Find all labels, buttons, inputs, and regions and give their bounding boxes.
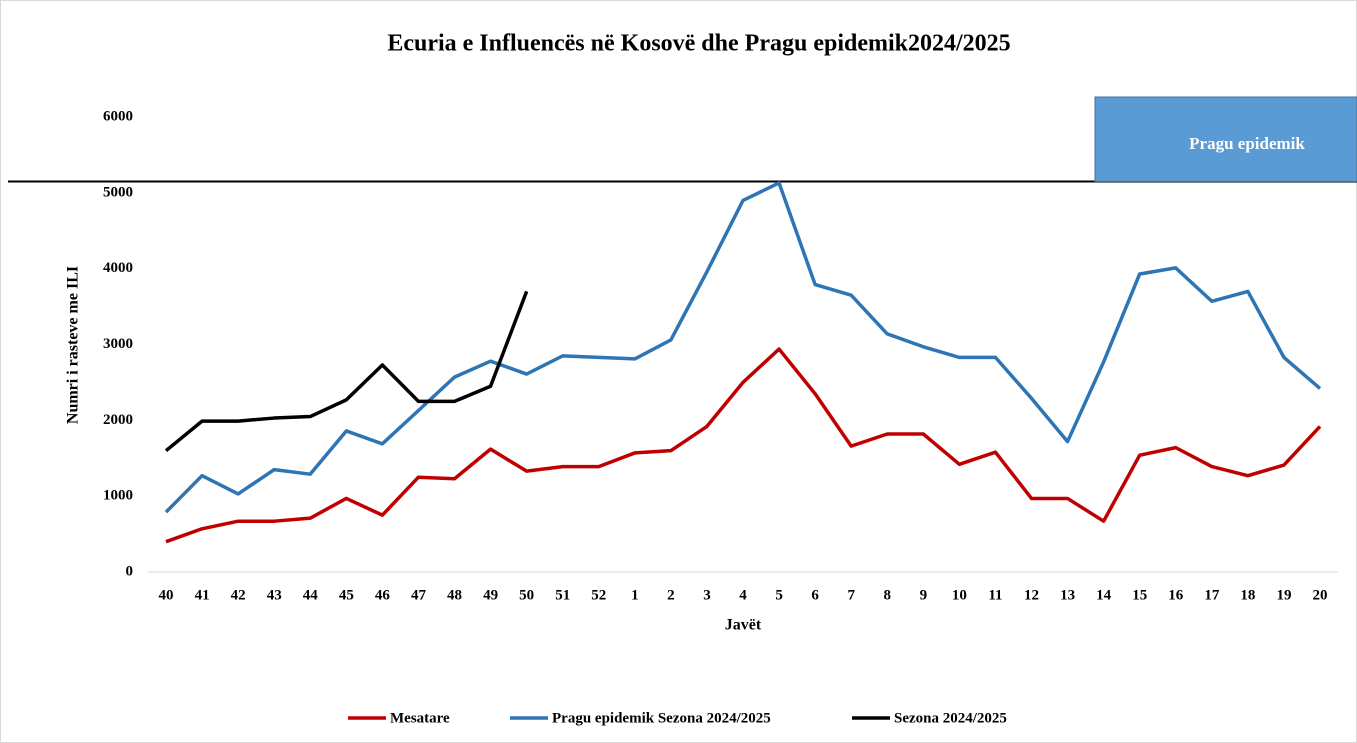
legend-label: Sezona 2024/2025 — [894, 710, 1007, 726]
x-tick-label: 3 — [703, 587, 711, 603]
x-tick-label: 10 — [952, 587, 967, 603]
x-tick-label: 8 — [884, 587, 892, 603]
series-line — [164, 181, 1322, 514]
x-tick-label: 20 — [1313, 587, 1328, 603]
y-tick-label: 5000 — [103, 184, 133, 200]
threshold-box — [1094, 96, 1357, 182]
x-tick-label: 45 — [339, 587, 354, 603]
x-tick-label: 48 — [447, 587, 462, 603]
x-tick-label: 51 — [555, 587, 570, 603]
x-tick-label: 2 — [667, 587, 675, 603]
x-tick-label: 44 — [303, 587, 319, 603]
x-tick-label: 52 — [591, 587, 606, 603]
x-tick-label: 9 — [920, 587, 928, 603]
x-tick-label: 5 — [775, 587, 783, 603]
y-tick-label: 3000 — [103, 336, 133, 352]
x-axis-label: Javët — [725, 617, 762, 634]
x-tick-label: 11 — [988, 587, 1002, 603]
x-tick-label: 16 — [1168, 587, 1184, 603]
x-tick-label: 15 — [1132, 587, 1147, 603]
x-tick-label: 42 — [231, 587, 246, 603]
series-line — [165, 347, 1322, 544]
y-tick-label: 6000 — [103, 108, 133, 124]
x-tick-label: 40 — [159, 587, 174, 603]
x-tick-label: 1 — [631, 587, 639, 603]
x-tick-label: 19 — [1276, 587, 1291, 603]
x-tick-label: 50 — [519, 587, 534, 603]
x-tick-label: 7 — [847, 587, 855, 603]
x-tick-label: 6 — [811, 587, 819, 603]
legend-label: Pragu epidemik Sezona 2024/2025 — [552, 710, 771, 726]
y-tick-label: 4000 — [103, 260, 133, 276]
threshold-label: Pragu epidemik — [1189, 134, 1305, 153]
legend-label: Mesatare — [390, 710, 450, 726]
x-tick-label: 49 — [483, 587, 498, 603]
x-tick-label: 13 — [1060, 587, 1075, 603]
chart-title: Ecuria e Influencës në Kosovë dhe Pragu … — [387, 31, 1010, 57]
y-tick-label: 1000 — [103, 488, 133, 504]
x-tick-label: 17 — [1204, 587, 1220, 603]
y-axis-label: Numri i rasteve me ILI — [65, 266, 82, 424]
y-tick-label: 2000 — [103, 412, 133, 428]
x-tick-label: 43 — [267, 587, 282, 603]
x-tick-label: 41 — [195, 587, 210, 603]
x-tick-label: 12 — [1024, 587, 1039, 603]
y-tick-label: 0 — [126, 563, 134, 579]
x-tick-label: 46 — [375, 587, 391, 603]
x-tick-label: 14 — [1096, 587, 1112, 603]
x-tick-label: 4 — [739, 587, 747, 603]
series-line — [164, 290, 529, 453]
x-tick-label: 47 — [411, 587, 427, 603]
x-tick-label: 18 — [1240, 587, 1255, 603]
